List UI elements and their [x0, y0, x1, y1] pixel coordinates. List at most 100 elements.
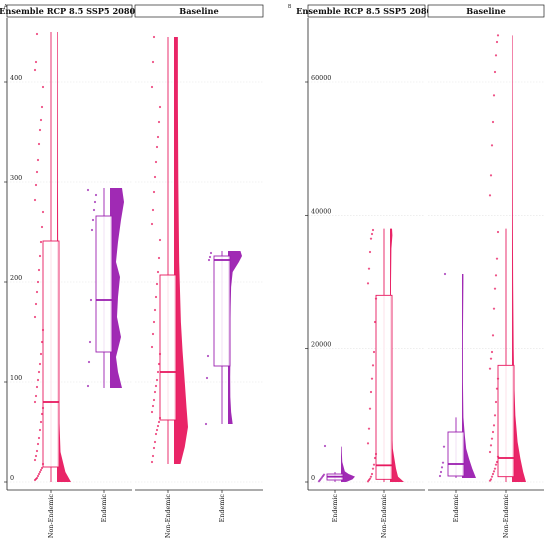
panel-b-non-endemic-baseline-point [489, 444, 493, 447]
panel-b-non-endemic-scenario-point [368, 250, 372, 254]
panel-b-non-endemic-scenario-point [367, 427, 371, 430]
panel-b-non-endemic-baseline-point [496, 34, 500, 37]
panel-b-non-endemic-scenario-point [369, 475, 373, 478]
panel-b-y-tick-label: 20000 [311, 341, 331, 349]
panel-b-non-endemic-baseline-point [492, 424, 496, 427]
panel-a-non-endemic-scenario-point [38, 470, 42, 474]
panel-a-endemic-scenario-point [88, 340, 92, 344]
panel-a-non-endemic-scenario-point [39, 118, 43, 122]
panel-b-non-endemic-baseline-point [491, 472, 495, 476]
panel-a-y-tick-label: 400 [10, 74, 22, 82]
panel-b-non-endemic-baseline-point [490, 350, 494, 354]
panel-a-non-endemic-scenario-point [36, 378, 40, 382]
panel-a-endemic-baseline-point [209, 251, 213, 255]
panel-a-non-endemic-scenario-point [37, 142, 41, 146]
panel-a-non-endemic-baseline-group [150, 35, 188, 464]
panel-b-non-endemic-scenario-point [369, 390, 373, 394]
x-axis-b: Endemic Non-Endemic Endemic Non-Endemic [331, 490, 510, 538]
panel-a-non-endemic-scenario-point [37, 436, 41, 440]
panel-a-tag: A [4, 4, 8, 10]
panel-b-non-endemic-baseline-point [490, 437, 494, 440]
panel-a-non-endemic-baseline-point [158, 352, 162, 356]
panel-a-endemic-scenario-density [110, 188, 124, 388]
panel-a-non-endemic-scenario-point [39, 352, 43, 356]
panel-a-non-endemic-scenario-point [38, 254, 42, 258]
panel-a-non-endemic-scenario-point [36, 474, 40, 478]
panel-a-non-endemic-baseline-point [152, 35, 156, 39]
facet-label-b-scenario: Ensemble RCP 8.5 SSP5 2080s [296, 6, 437, 16]
panel-b-endemic-scenario-point [322, 473, 326, 476]
y-axis-b: 0 20000 40000 60000 [305, 18, 331, 490]
panel-a-non-endemic-scenario-point [34, 183, 38, 187]
panel-b-non-endemic-scenario-point [368, 477, 372, 480]
panel-a-non-endemic-scenario-point [34, 60, 38, 64]
panel-a-non-endemic-scenario-point [38, 428, 42, 432]
panel-a-non-endemic-scenario-point [40, 466, 44, 470]
panel-b-non-endemic-baseline-point [491, 120, 495, 124]
panel-a-non-endemic-baseline-point [155, 145, 159, 149]
panel-b-y-tick-label: 60000 [311, 74, 331, 82]
panel-a-endemic-scenario-point [93, 200, 97, 204]
facet-strip-b-baseline [427, 4, 545, 18]
panel-a-non-endemic-scenario-point [35, 385, 39, 389]
panel-a-non-endemic-scenario-point [37, 268, 41, 272]
panel-b-non-endemic-scenario-point [371, 228, 375, 232]
panel-a-endemic-scenario-point [86, 384, 90, 388]
facet-label-a-baseline: Baseline [179, 6, 218, 16]
grid-b [308, 81, 544, 483]
panel-b-non-endemic-baseline-box [497, 364, 515, 478]
panel-b-non-endemic-scenario-point [368, 407, 372, 410]
panel-a-non-endemic-baseline-point [157, 256, 161, 260]
panel-a-non-endemic-baseline-point [151, 208, 155, 212]
panel-a-non-endemic-baseline-point [151, 60, 155, 64]
panel-a-non-endemic-scenario-point [40, 340, 44, 344]
panel-a-non-endemic-scenario-point [41, 210, 45, 214]
panel-b-non-endemic-scenario-box [375, 294, 393, 480]
panel-a-non-endemic-baseline-point [157, 420, 161, 424]
panel-b-non-endemic-baseline-point [493, 287, 497, 290]
panel-a-non-endemic-scenario-point [39, 420, 43, 424]
panel-b: B Ensemble RCP 8.5 SSP5 2080s Baseline 0… [288, 4, 545, 538]
panel-a-non-endemic-scenario-point [35, 170, 39, 174]
panel-b-non-endemic-baseline-point [495, 40, 499, 44]
panel-b-non-endemic-baseline-point [492, 307, 496, 310]
panel-a-non-endemic-baseline-point [157, 362, 161, 366]
facet-label-b-baseline: Baseline [466, 6, 505, 16]
panel-b-non-endemic-scenario-point [370, 377, 374, 380]
panel-a-non-endemic-baseline-point [154, 160, 158, 164]
panel-a-non-endemic-baseline-point [154, 384, 158, 388]
panel-a-endemic-baseline-point [207, 258, 211, 262]
panel-b-tag: B [288, 4, 292, 10]
panel-b-endemic-baseline-group [438, 272, 476, 478]
facet-label-a-scenario: Ensemble RCP 8.5 SSP5 2080s [0, 6, 140, 16]
panel-a-non-endemic-baseline-point [156, 135, 160, 139]
panel-a-non-endemic-baseline-point [158, 105, 162, 109]
panel-b-endemic-baseline-point [443, 272, 447, 276]
panel-a-non-endemic-scenario-point [41, 406, 45, 410]
panel-a-endemic-baseline-group [204, 251, 242, 426]
panel-a-endemic-baseline-box [213, 255, 231, 367]
panel-a-non-endemic-baseline-point [154, 432, 158, 436]
panel-a-non-endemic-scenario-point [39, 468, 43, 472]
panel-b-endemic-baseline-point [439, 470, 443, 474]
facet-strip-a-scenario [6, 4, 133, 18]
panel-b-non-endemic-baseline-x-label: Non-Endemic [502, 494, 510, 538]
panel-b-endemic-baseline-point [441, 461, 445, 464]
panel-a-endemic-scenario-box [95, 215, 113, 353]
panel-a-non-endemic-baseline-box [159, 274, 177, 421]
panel-b-non-endemic-scenario-point [371, 467, 375, 470]
y-axis-a: 0 100 200 300 400 [4, 18, 22, 490]
panel-a-non-endemic-scenario-point [33, 68, 37, 72]
panel-b-non-endemic-scenario-point [366, 282, 370, 285]
panel-a-non-endemic-baseline-point [150, 460, 154, 464]
facet-strip-b-scenario [307, 4, 426, 18]
panel-b-endemic-baseline-point [438, 474, 442, 478]
panel-a-non-endemic-baseline-density [174, 37, 188, 464]
panel-b-non-endemic-baseline-point [493, 414, 497, 417]
panel-a-non-endemic-scenario-group [33, 32, 71, 482]
panel-a-non-endemic-scenario-point [41, 462, 45, 466]
panel-b-non-endemic-baseline-point [496, 455, 500, 458]
panel-b-y-tick-label: 0 [311, 474, 315, 482]
panel-b-non-endemic-baseline-point [491, 334, 495, 337]
panel-a-non-endemic-baseline-point [156, 424, 160, 428]
